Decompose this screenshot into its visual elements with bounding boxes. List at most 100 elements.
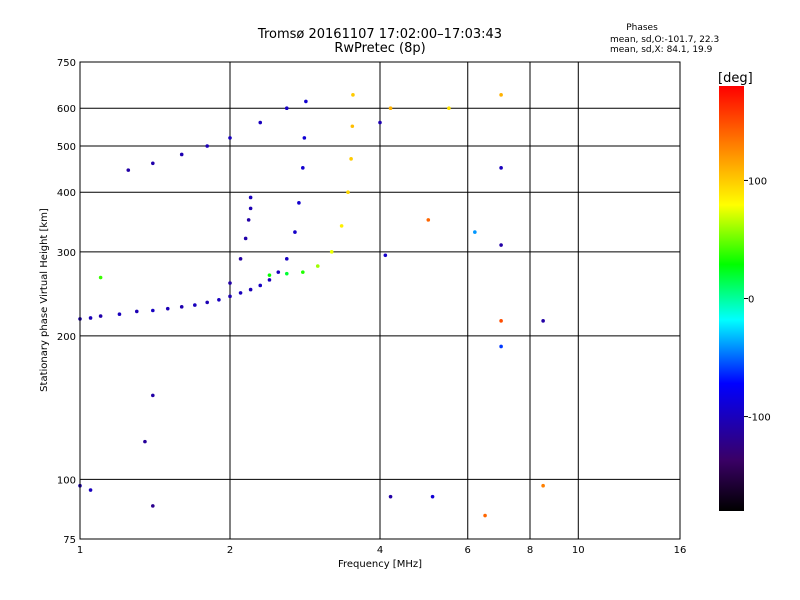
x-tick-label: 16	[674, 545, 687, 556]
data-point	[329, 250, 334, 254]
grid	[80, 62, 680, 539]
y-tick-label: 75	[63, 535, 76, 546]
data-point	[284, 271, 289, 276]
data-point	[248, 195, 253, 200]
data-point	[430, 494, 435, 499]
data-point	[499, 93, 503, 97]
data-point	[248, 206, 253, 211]
data-point	[267, 278, 272, 282]
data-point	[388, 494, 393, 499]
y-tick-label: 500	[57, 142, 76, 153]
y-tick-label: 600	[57, 104, 76, 115]
data-point	[228, 136, 232, 140]
data-point	[151, 504, 155, 508]
colorbar-tick-label: 100	[748, 176, 767, 187]
data-point	[388, 106, 393, 111]
data-point	[302, 136, 307, 140]
y-tick-label: 750	[57, 58, 76, 69]
stats-heading: Phases	[626, 23, 658, 33]
data-point	[426, 218, 431, 222]
data-point	[193, 303, 197, 307]
data-point	[151, 308, 155, 313]
data-point	[143, 439, 147, 444]
data-point	[315, 264, 320, 268]
y-tick-label: 400	[57, 188, 76, 199]
plot-frame	[79, 61, 681, 540]
data-point	[151, 161, 155, 166]
data-point	[346, 190, 350, 195]
data-point	[541, 319, 545, 323]
data-point	[339, 224, 344, 228]
data-point	[349, 157, 353, 161]
data-point	[134, 309, 139, 314]
y-axis-ticks: 75 100 200 300 400 500 600 750	[57, 58, 76, 546]
data-point	[499, 243, 503, 247]
x-tick-label: 4	[377, 545, 383, 556]
stats-o-line: mean, sd,O:-101.7, 22.3	[610, 35, 719, 45]
colorbar	[719, 86, 744, 511]
data-point	[98, 275, 103, 280]
data-point	[126, 168, 131, 172]
data-point	[179, 305, 184, 309]
stats-x-line: mean, sd,X: 84.1, 19.9	[610, 45, 713, 55]
x-tick-label: 2	[227, 545, 233, 556]
data-point	[217, 297, 221, 302]
y-tick-label: 200	[57, 332, 76, 343]
data-point	[483, 513, 487, 518]
data-point	[228, 281, 232, 285]
colorbar-ticks: 100 0 -100	[744, 176, 771, 424]
x-tick-label: 1	[77, 545, 83, 556]
y-tick-label: 100	[57, 475, 76, 486]
data-point	[499, 344, 503, 349]
data-point	[205, 144, 209, 148]
data-point	[383, 253, 388, 258]
x-tick-label: 8	[527, 545, 533, 556]
y-tick-label: 300	[57, 248, 76, 259]
x-axis-ticks: 1 2 4 6 8 10 16	[77, 545, 687, 556]
data-point	[276, 270, 281, 274]
data-point	[301, 270, 305, 274]
data-points	[78, 93, 545, 518]
x-tick-label: 6	[465, 545, 471, 556]
data-point	[284, 257, 289, 261]
data-point	[304, 99, 308, 104]
data-point	[179, 152, 184, 157]
data-point	[351, 93, 355, 97]
data-point	[267, 273, 272, 277]
x-axis-label: Frequency [MHz]	[338, 559, 422, 570]
y-axis-label: Stationary phase Virtual Height [km]	[39, 208, 50, 392]
x-tick-label: 10	[572, 545, 585, 556]
data-point	[248, 287, 253, 292]
data-point	[541, 483, 545, 488]
data-point	[238, 257, 243, 261]
data-point	[378, 120, 382, 125]
colorbar-tick-label: 0	[748, 295, 754, 306]
data-point	[165, 306, 170, 311]
data-point	[499, 166, 503, 170]
data-point	[293, 230, 297, 234]
data-point	[258, 283, 263, 288]
data-point	[447, 106, 451, 111]
chart-subtitle: RwPretec (8p)	[334, 41, 425, 56]
data-point	[284, 106, 289, 111]
data-point	[350, 124, 355, 129]
data-point	[238, 291, 243, 295]
data-point	[98, 314, 103, 318]
data-point	[297, 201, 301, 205]
data-point	[205, 300, 209, 305]
data-point	[301, 166, 305, 170]
chart-title: Tromsø 20161107 17:02:00–17:03:43	[257, 27, 502, 42]
data-point	[88, 488, 93, 492]
data-point	[151, 393, 155, 398]
data-point	[246, 218, 251, 222]
data-point	[473, 230, 477, 234]
data-point	[243, 236, 248, 241]
data-point	[117, 312, 122, 316]
colorbar-label: [deg]	[718, 71, 753, 86]
colorbar-tick-label: -100	[748, 413, 771, 424]
data-point	[228, 294, 232, 299]
data-point	[88, 316, 93, 320]
data-point	[499, 319, 503, 323]
data-point	[258, 120, 263, 125]
